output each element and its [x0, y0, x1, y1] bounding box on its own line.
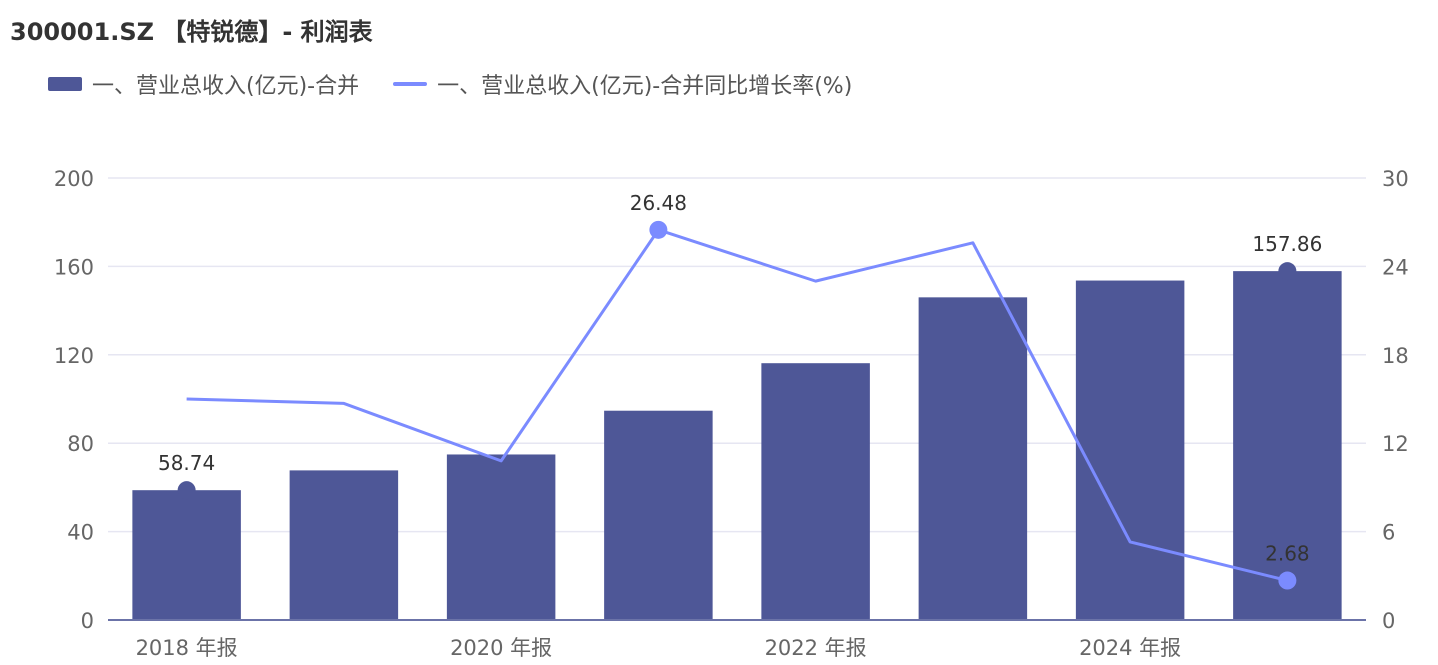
data-label: 26.48 [630, 191, 687, 215]
chart-title: 300001.SZ 【特锐德】- 利润表 [10, 18, 373, 46]
x-tick-label: 2022 年报 [765, 636, 867, 660]
y-right-tick-label: 12 [1382, 432, 1409, 456]
legend: 一、营业总收入(亿元)-合并 一、营业总收入(亿元)-合并同比增长率(%) [48, 68, 886, 100]
y-right-tick-label: 30 [1382, 167, 1409, 191]
x-tick-label: 2020 年报 [450, 636, 552, 660]
data-point-marker[interactable] [177, 481, 196, 500]
legend-item-revenue[interactable]: 一、营业总收入(亿元)-合并 [48, 68, 359, 100]
y-left-tick-label: 120 [54, 344, 94, 368]
y-right-tick-label: 18 [1382, 344, 1409, 368]
data-point-marker[interactable] [649, 220, 668, 239]
bar[interactable] [918, 297, 1028, 620]
y-right-tick-label: 24 [1382, 255, 1409, 279]
legend-swatch-line [393, 82, 428, 86]
legend-label-revenue: 一、营业总收入(亿元)-合并 [92, 74, 360, 99]
x-tick-label: 2018 年报 [136, 636, 238, 660]
legend-item-growth[interactable]: 一、营业总收入(亿元)-合并同比增长率(%) [393, 68, 852, 100]
y-right-tick-label: 0 [1382, 609, 1395, 633]
bar[interactable] [289, 470, 399, 620]
y-right-tick-label: 6 [1382, 521, 1395, 545]
y-left-tick-label: 160 [54, 255, 94, 279]
y-left-tick-label: 40 [67, 521, 94, 545]
bar[interactable] [1075, 280, 1185, 620]
legend-label-growth: 一、营业总收入(亿元)-合并同比增长率(%) [437, 74, 853, 99]
y-left-tick-label: 200 [54, 167, 94, 191]
y-left-tick-label: 80 [67, 432, 94, 456]
bar[interactable] [132, 490, 241, 620]
bar[interactable] [1233, 271, 1342, 620]
bar[interactable] [446, 454, 556, 620]
x-tick-label: 2024 年报 [1079, 636, 1181, 660]
growth-line[interactable] [186, 228, 1288, 582]
line-series [186, 228, 1288, 582]
data-label: 2.68 [1265, 542, 1310, 566]
bar-series [132, 271, 1342, 620]
data-point-marker[interactable] [1278, 571, 1297, 590]
data-label: 157.86 [1252, 232, 1322, 256]
y-left-tick-label: 0 [81, 609, 94, 633]
legend-swatch-bar [48, 77, 82, 91]
bar[interactable] [761, 363, 870, 620]
bar[interactable] [604, 410, 713, 620]
data-labels: 58.74 157.86 26.48 2.68 [158, 191, 1322, 590]
axes: 0 0 40 6 80 12 120 18 160 24 200 30 2018 年报 2020 年报 20… [54, 167, 1409, 660]
data-point-marker[interactable] [1278, 262, 1297, 281]
data-label: 58.74 [158, 451, 215, 475]
